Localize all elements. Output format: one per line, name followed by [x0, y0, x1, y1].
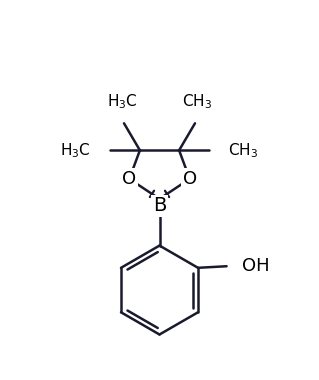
Text: O: O — [182, 170, 197, 188]
Text: H$_3$C: H$_3$C — [60, 141, 91, 160]
Text: OH: OH — [242, 257, 270, 275]
Text: H$_3$C: H$_3$C — [107, 93, 138, 111]
Text: B: B — [153, 196, 166, 215]
Text: O: O — [122, 170, 137, 188]
Text: CH$_3$: CH$_3$ — [182, 93, 211, 111]
Text: CH$_3$: CH$_3$ — [228, 141, 258, 160]
